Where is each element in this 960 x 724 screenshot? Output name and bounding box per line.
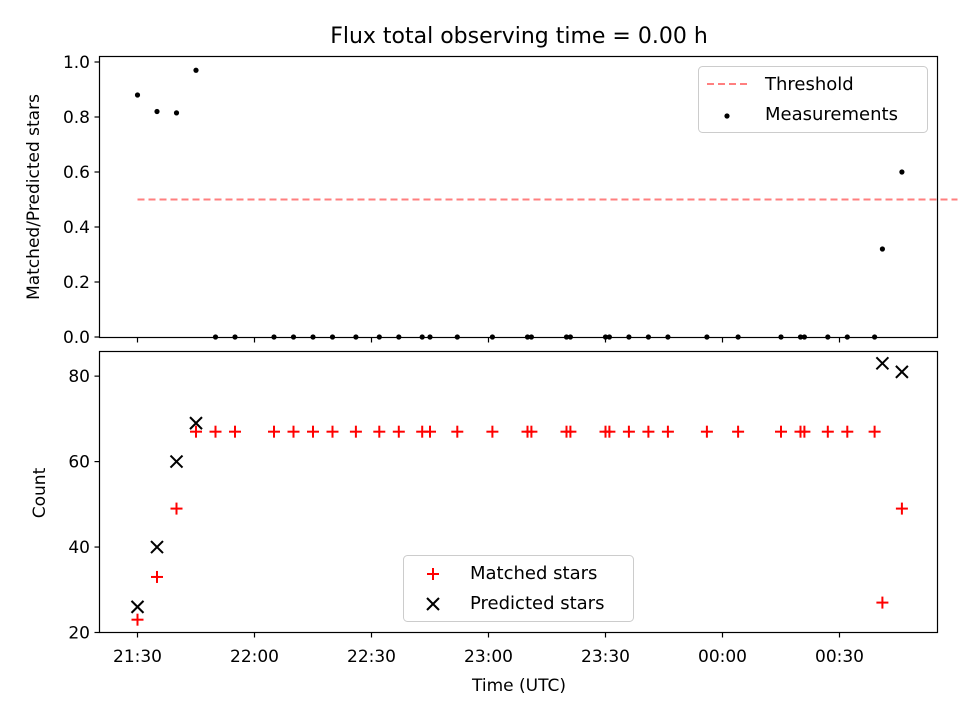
predicted-star-b <box>895 365 909 379</box>
bottom-x-tick-label: 22:00 <box>230 647 279 667</box>
predicted-star-marker <box>169 454 184 469</box>
bottom-legend: Matched stars Predicted stars <box>403 555 634 622</box>
x-axis-label: Time (UTC) <box>471 676 566 696</box>
legend-threshold-label: Threshold <box>764 74 854 95</box>
bottom-y-tick-label: 40 <box>68 538 90 558</box>
bottom-panel: Count 20 40 60 80 21:30 22:00 22:30 23:00 23:30… <box>30 350 939 696</box>
matched-star-marker <box>525 425 538 438</box>
top-ylabel: Matched/Predicted stars <box>24 94 44 300</box>
predicted-star-b <box>130 600 145 614</box>
top-y-tick-label: 1.0 <box>63 53 90 73</box>
bottom-x-tick-label: 00:30 <box>815 647 864 667</box>
measurement-points <box>134 67 905 340</box>
top-y-tick-label: 0.0 <box>63 328 90 348</box>
matched-star-marker <box>868 425 881 438</box>
predicted-star-b <box>169 454 184 469</box>
measurement-point <box>154 108 160 115</box>
matched-star-marker <box>876 596 889 609</box>
legend-measurements-label: Measurements <box>765 104 898 125</box>
bottom-plot-frame <box>98 350 939 634</box>
predicted-star-b <box>150 540 164 554</box>
top-legend-box <box>698 66 928 133</box>
predicted-star-marker <box>130 600 145 614</box>
bottom-x-axis: 21:30 22:00 22:30 23:00 23:30 00:00 00:30 <box>113 632 864 667</box>
matched-star-marker <box>151 570 163 583</box>
legend-predicted-label: Predicted stars <box>470 593 604 614</box>
bottom-y-tick-label: 20 <box>68 624 90 644</box>
top-panel: Matched/Predicted stars 0.0 0.2 0.4 0.6 0.8 1… <box>24 53 958 348</box>
top-y-tick-label: 0.4 <box>63 218 90 238</box>
matched-star-marker <box>349 425 362 438</box>
matched-star-marker <box>603 425 616 438</box>
matched-star-marker <box>190 425 202 438</box>
measurement-point <box>134 92 141 98</box>
legend-matched-swatch <box>427 568 439 580</box>
measurement-point <box>879 246 886 252</box>
legend-predicted-swatch <box>426 597 440 611</box>
figure-title: Flux total observing time = 0.00 h <box>330 24 708 49</box>
matched-star-marker <box>661 425 674 438</box>
measurement-point <box>899 169 905 175</box>
top-legend: Threshold Measurements <box>698 66 928 133</box>
bottom-x-tick-label: 23:00 <box>464 647 513 667</box>
predicted-star-marker <box>150 540 164 554</box>
legend-measurements-swatch <box>724 113 730 119</box>
matched-star-marker <box>392 425 405 438</box>
top-y-tick-label: 0.2 <box>63 273 90 293</box>
bottom-y-tick-label: 80 <box>68 367 90 387</box>
matched-points <box>131 425 908 626</box>
matched-star-marker <box>642 425 655 438</box>
matched-star-marker <box>209 425 222 438</box>
matched-star-marker <box>486 425 499 438</box>
predicted-points <box>130 356 909 614</box>
matched-star-marker <box>895 502 908 515</box>
matched-star-marker <box>841 425 854 438</box>
top-y-axis: 0.0 0.2 0.4 0.6 0.8 1.0 <box>63 53 100 348</box>
matched-star-marker <box>373 425 386 438</box>
top-x-axis <box>136 337 841 343</box>
top-plot-frame <box>98 55 939 339</box>
bottom-x-tick-label: 00:00 <box>698 647 747 667</box>
matched-star-marker <box>622 425 635 438</box>
measurement-point <box>193 67 199 73</box>
predicted-star-b <box>875 356 890 371</box>
top-y-tick-label: 0.8 <box>63 108 90 128</box>
matched-star-marker <box>229 425 241 438</box>
matched-star-marker <box>131 613 144 626</box>
matched-star-marker <box>451 425 464 438</box>
matched-star-marker <box>564 425 577 438</box>
bottom-x-tick-label: 21:30 <box>113 647 162 667</box>
predicted-star-b <box>189 416 203 430</box>
matched-star-marker <box>732 425 745 438</box>
bottom-legend-box <box>403 555 634 622</box>
measurement-point <box>173 110 180 116</box>
matched-star-marker <box>307 425 319 438</box>
matched-star-marker <box>424 425 436 438</box>
legend-matched-label: Matched stars <box>470 563 597 584</box>
matched-star-marker <box>287 425 300 438</box>
bottom-y-axis: 20 40 60 80 <box>68 367 100 644</box>
bottom-x-tick-label: 23:30 <box>581 647 630 667</box>
matched-star-marker <box>170 502 183 515</box>
matched-star-marker <box>326 425 339 438</box>
bottom-y-tick-label: 60 <box>68 453 90 473</box>
matched-star-marker <box>775 425 787 438</box>
predicted-star-marker <box>895 365 909 379</box>
predicted-star-marker <box>875 356 890 371</box>
matched-star-marker <box>798 425 811 438</box>
top-y-tick-label: 0.6 <box>63 163 90 183</box>
matched-star-marker <box>268 425 280 438</box>
bottom-x-tick-label: 22:30 <box>347 647 396 667</box>
matched-star-marker <box>821 425 834 438</box>
bottom-ylabel: Count <box>30 467 50 518</box>
predicted-star-marker <box>189 416 203 430</box>
matched-star-marker <box>700 425 713 438</box>
